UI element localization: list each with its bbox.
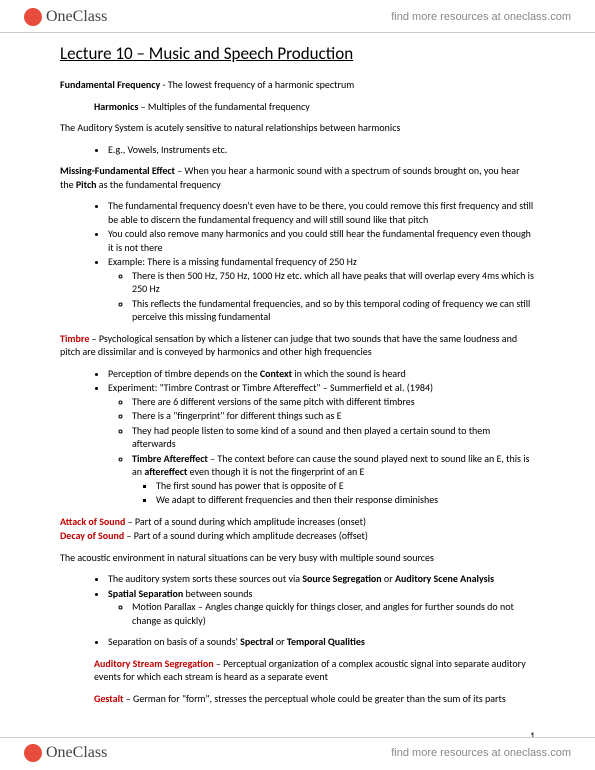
sublist: There is then 500 Hz, 750 Hz, 1000 Hz et…	[132, 269, 535, 324]
document-content: Lecture 10 – Music and Speech Production…	[0, 33, 595, 753]
term-label: Spectral	[240, 635, 274, 648]
logo-icon	[24, 8, 42, 26]
list-item: The fundamental frequency doesn't even h…	[108, 199, 535, 226]
list-item: Example: There is a missing fundamental …	[108, 255, 535, 324]
term-label: Gestalt	[94, 692, 124, 705]
list-text: between sounds	[183, 587, 252, 600]
list-text: Example: There is a missing fundamental …	[108, 255, 357, 268]
list-text: or	[382, 572, 395, 585]
acoustic-env-list: The auditory system sorts these sources …	[108, 572, 535, 649]
term-text: as the fundamental frequency	[97, 178, 221, 191]
term-label: Missing-Fundamental Effect	[60, 164, 175, 177]
list-item: This reflects the fundamental frequencie…	[132, 297, 535, 324]
aftereffect-label2: aftereffect	[144, 465, 187, 478]
term-label: Attack of Sound	[60, 515, 125, 528]
list-item: Timbre Aftereffect – The context before …	[132, 452, 535, 507]
list-text: Perception of timbre depends on the	[108, 367, 260, 380]
term-label: Timbre	[60, 332, 89, 345]
term-label: Fundamental Frequency	[60, 78, 160, 91]
sublist: The first sound has power that is opposi…	[156, 479, 535, 507]
term-text: – Part of a sound during which amplitude…	[124, 529, 368, 542]
term-text: - The lowest frequency of a harmonic spe…	[160, 78, 354, 91]
list-item: The auditory system sorts these sources …	[108, 572, 535, 586]
timbre-def: Timbre – Psychological sensation by whic…	[60, 332, 535, 359]
list-item: Perception of timbre depends on the Cont…	[108, 367, 535, 381]
aftereffect-label: Timbre Aftereffect	[132, 452, 208, 465]
footer-tagline[interactable]: find more resources at oneclass.com	[391, 747, 571, 759]
list-item: We adapt to different frequencies and th…	[156, 493, 535, 507]
missing-fundamental-def: Missing-Fundamental Effect – When you he…	[60, 164, 535, 191]
term-label: Harmonics	[94, 100, 138, 113]
term-label: Spatial Separation	[108, 587, 183, 600]
attack-def: Attack of Sound – Part of a sound during…	[60, 515, 535, 529]
term-text: – German for "form", stresses the percep…	[124, 692, 506, 705]
list-text: Experiment: "Timbre Contrast or Timbre A…	[108, 381, 433, 394]
header-bar: OneClass find more resources at oneclass…	[0, 0, 595, 33]
list-item: You could also remove many harmonics and…	[108, 227, 535, 254]
page-title: Lecture 10 – Music and Speech Production	[60, 43, 535, 64]
list-item: There is a "fingerprint" for different t…	[132, 409, 535, 423]
term-label: Auditory Stream Segregation	[94, 657, 214, 670]
list-item: There is then 500 Hz, 750 Hz, 1000 Hz et…	[132, 269, 535, 296]
term-text: – Part of a sound during which amplitude…	[125, 515, 366, 528]
term-label: Source Segregation	[302, 572, 381, 585]
context-label: Context	[260, 367, 292, 380]
list-text: in which the sound is heard	[292, 367, 406, 380]
footer-bar: OneClass find more resources at oneclass…	[0, 737, 595, 770]
logo-icon	[24, 744, 42, 762]
list-item: Separation on basis of a sounds' Spectra…	[108, 635, 535, 649]
term-text: – Multiples of the fundamental frequency	[138, 100, 309, 113]
list-item: The first sound has power that is opposi…	[156, 479, 535, 493]
list-text: or	[274, 635, 287, 648]
missing-fundamental-list: The fundamental frequency doesn't even h…	[108, 199, 535, 324]
list-item: There are 6 different versions of the sa…	[132, 395, 535, 409]
term-label: Auditory Scene Analysis	[395, 572, 494, 585]
sublist: Motion Parallax – Angles change quickly …	[132, 600, 535, 627]
timbre-list: Perception of timbre depends on the Cont…	[108, 367, 535, 507]
list-item: Spatial Separation between sounds Motion…	[108, 587, 535, 628]
list-item: E.g., Vowels, Instruments etc.	[108, 143, 535, 157]
acoustic-env-intro: The acoustic environment in natural situ…	[60, 551, 535, 565]
auditory-intro: The Auditory System is acutely sensitive…	[60, 121, 535, 135]
logo-text: OneClass	[46, 744, 107, 762]
list-item: Motion Parallax – Angles change quickly …	[132, 600, 535, 627]
sublist: There are 6 different versions of the sa…	[132, 395, 535, 507]
fundamental-frequency-def: Fundamental Frequency - The lowest frequ…	[60, 78, 535, 92]
brand-logo[interactable]: OneClass	[24, 744, 107, 762]
list-text: Separation on basis of a sounds'	[108, 635, 240, 648]
term-label: Temporal Qualities	[287, 635, 365, 648]
term-text: – Psychological sensation by which a lis…	[60, 332, 517, 359]
header-tagline[interactable]: find more resources at oneclass.com	[391, 11, 571, 23]
list-text: The auditory system sorts these sources …	[108, 572, 302, 585]
decay-def: Decay of Sound – Part of a sound during …	[60, 529, 535, 543]
term-label: Decay of Sound	[60, 529, 124, 542]
auditory-list: E.g., Vowels, Instruments etc.	[108, 143, 535, 157]
gestalt-def: Gestalt – German for "form", stresses th…	[94, 692, 535, 706]
list-item: Experiment: "Timbre Contrast or Timbre A…	[108, 381, 535, 507]
list-item: They had people listen to some kind of a…	[132, 424, 535, 451]
stream-segregation-def: Auditory Stream Segregation – Perceptual…	[94, 657, 535, 684]
logo-text: OneClass	[46, 8, 107, 26]
pitch-label: Pitch	[76, 178, 97, 191]
list-text: even though it is not the fingerprint of…	[187, 465, 364, 478]
harmonics-def: Harmonics – Multiples of the fundamental…	[94, 100, 535, 114]
brand-logo[interactable]: OneClass	[24, 8, 107, 26]
